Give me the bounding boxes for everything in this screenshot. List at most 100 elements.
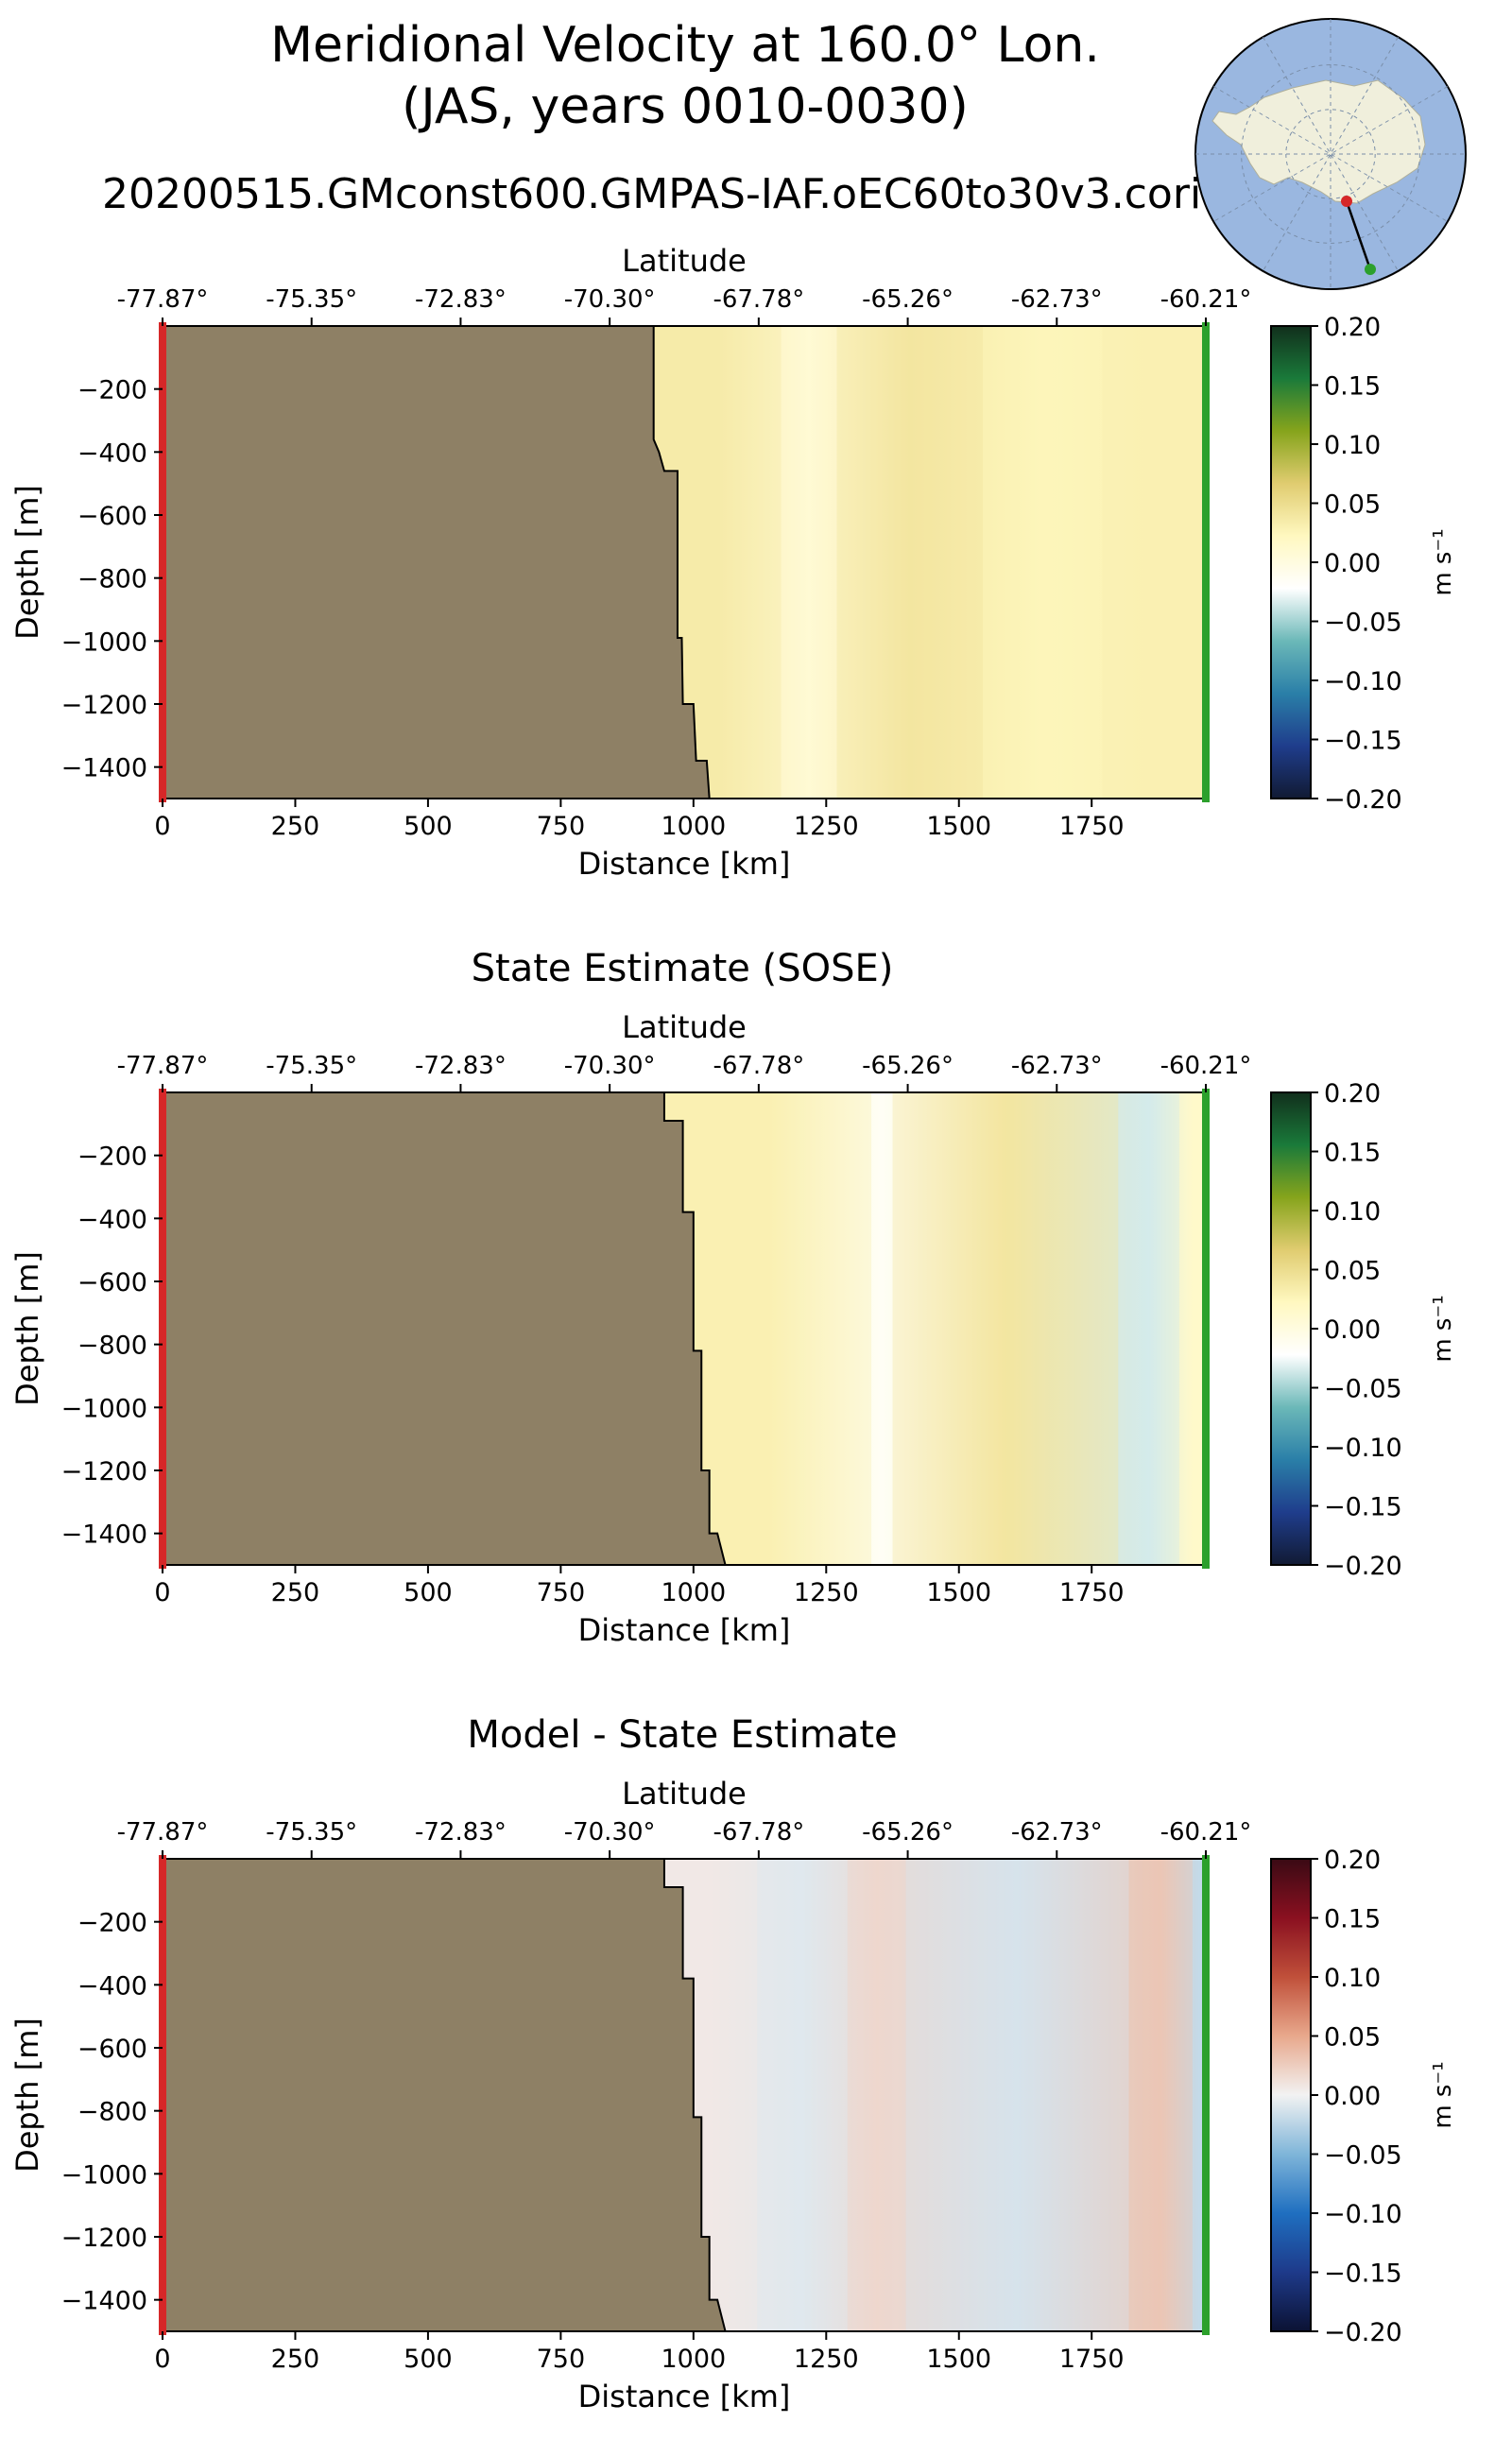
velocity-field (663, 1092, 1206, 1565)
colorbar-tick-label: 0.05 (1324, 2023, 1381, 2053)
panel-state-estimate: State Estimate (SOSE) 0 250 500 750 1000 1250 1… (9, 947, 1457, 1648)
colorbar-tick-label: 0.05 (1324, 1257, 1381, 1286)
lat-tick-label: -72.83° (415, 1052, 507, 1080)
y-tick-label: −600 (77, 502, 147, 531)
bathymetry-outline (662, 1092, 727, 1566)
lat-tick-label: -67.78° (713, 1052, 804, 1080)
lat-tick-label: -77.87° (117, 1052, 209, 1080)
inset-section-end (1365, 264, 1376, 275)
figure-title-line1: Meridional Velocity at 160.0° Lon. (270, 17, 1100, 74)
y-tick-label: −200 (77, 376, 147, 405)
x-tick-label: 1500 (926, 2345, 991, 2374)
colorbar-tick-label: 0.00 (1324, 1315, 1381, 1345)
colorbar-tick-label: 0.15 (1324, 1139, 1381, 1168)
lat-tick-label: -65.26° (862, 1052, 954, 1080)
lat-tick-label: -62.73° (1011, 1818, 1103, 1847)
bathymetry-land (163, 326, 710, 799)
x-tick-label: 500 (404, 812, 453, 841)
x-tick-label: 1750 (1059, 1578, 1125, 1607)
x-tick-label: 1250 (794, 2345, 859, 2374)
lat-tick-label: -75.35° (266, 1052, 357, 1080)
x-tick-label: 0 (154, 1578, 170, 1607)
colorbar-tick-label: 0.00 (1324, 2082, 1381, 2111)
bathymetry-outline (652, 326, 711, 799)
colorbar-tick-label: −0.15 (1324, 727, 1402, 756)
velocity-band-3 (1118, 1092, 1179, 1565)
x-tick-label: 1000 (661, 1578, 726, 1607)
y-tick-label: −200 (77, 1909, 147, 1938)
y-tick-label: −600 (77, 2035, 147, 2064)
x-tick-label: 500 (404, 2345, 453, 2374)
y-axis-label: Depth [m] (9, 2018, 45, 2173)
lat-tick-label: -60.21° (1160, 1818, 1252, 1847)
panel-title: Model - State Estimate (467, 1713, 897, 1757)
y-tick-label: −1000 (61, 1394, 147, 1423)
colorbar (1270, 1091, 1312, 1566)
y-tick-label: −1400 (61, 754, 147, 783)
velocity-band-4 (1128, 1859, 1193, 2331)
lat-tick-label: -70.30° (564, 1818, 656, 1847)
colorbar-tick-label: 0.20 (1324, 313, 1381, 342)
y-tick-label: −800 (77, 2098, 147, 2127)
section-end-marker (1202, 1855, 1210, 2335)
top-axis-label: Latitude (622, 243, 747, 279)
panel-model: 0 250 500 750 1000 1250 1500 1750 Distance [km] -… (9, 243, 1457, 882)
colorbar-tick-label: −0.10 (1324, 667, 1402, 696)
y-tick-label: −400 (77, 1971, 147, 2001)
velocity-band-4 (1102, 326, 1206, 799)
y-tick-label: −400 (77, 1205, 147, 1234)
velocity-band-1 (871, 1092, 893, 1565)
lat-tick-label: -77.87° (117, 1818, 209, 1847)
figure-subtitle: 20200515.GMconst600.GMPAS-IAF.oEC60to30v… (102, 170, 1279, 218)
x-tick-label: 250 (271, 812, 320, 841)
panel-difference: Model - State Estimate 0 250 500 750 1000 1250… (9, 1713, 1457, 2414)
figure-title-line2: (JAS, years 0010-0030) (402, 78, 969, 135)
y-tick-label: −1200 (61, 2224, 147, 2253)
colorbar-tick-label: 0.15 (1324, 1905, 1381, 1934)
x-tick-label: 500 (404, 1578, 453, 1607)
inset-section-start (1341, 196, 1352, 207)
velocity-band-3 (905, 1859, 1129, 2331)
colorbar-tick-label: 0.10 (1324, 1197, 1381, 1227)
colorbar (1270, 1858, 1312, 2332)
figure-subtitle-clip: 20200515.GMconst600.GMPAS-IAF.oEC60to30v… (102, 170, 1279, 218)
velocity-band-2 (847, 1859, 906, 2331)
section-start-marker (159, 1089, 166, 1569)
lat-tick-label: -70.30° (564, 285, 656, 314)
section-start-marker (159, 322, 166, 802)
y-tick-label: −1400 (61, 2287, 147, 2316)
lat-tick-label: -67.78° (713, 1818, 804, 1847)
x-tick-label: 1250 (794, 1578, 859, 1607)
lat-tick-label: -70.30° (564, 1052, 656, 1080)
panel-title: State Estimate (SOSE) (472, 947, 894, 990)
inset-section-line (1345, 200, 1372, 270)
x-tick-label: 1250 (794, 812, 859, 841)
x-tick-label: 1750 (1059, 812, 1125, 841)
x-tick-label: 0 (154, 812, 170, 841)
colorbar-tick-label: 0.10 (1324, 1964, 1381, 1993)
section-end-marker (1202, 322, 1210, 802)
lat-tick-label: -77.87° (117, 285, 209, 314)
lat-tick-label: -75.35° (266, 1818, 357, 1847)
colorbar-tick-label: −0.20 (1324, 785, 1402, 815)
colorbar-tick-label: 0.15 (1324, 372, 1381, 402)
colorbar-tick-label: −0.05 (1324, 2141, 1402, 2171)
lat-tick-label: -65.26° (862, 285, 954, 314)
velocity-band-1 (757, 1859, 848, 2331)
colorbar-tick-label: 0.20 (1324, 1079, 1381, 1108)
x-tick-label: 750 (537, 2345, 586, 2374)
velocity-field (653, 326, 1206, 799)
y-tick-label: −1000 (61, 2160, 147, 2190)
x-axis-label: Distance [km] (578, 2379, 791, 2414)
velocity-band-1 (781, 326, 837, 799)
section-start-marker (159, 1855, 166, 2335)
lat-tick-label: -60.21° (1160, 1052, 1252, 1080)
velocity-band-3 (983, 326, 1103, 799)
colorbar-tick-label: −0.20 (1324, 1552, 1402, 1581)
y-tick-label: −1400 (61, 1521, 147, 1550)
y-tick-label: −400 (77, 438, 147, 468)
x-tick-label: 1000 (661, 2345, 726, 2374)
x-axis-label: Distance [km] (578, 846, 791, 882)
inset-latitude-circle (1285, 109, 1376, 199)
x-tick-label: 1500 (926, 1578, 991, 1607)
